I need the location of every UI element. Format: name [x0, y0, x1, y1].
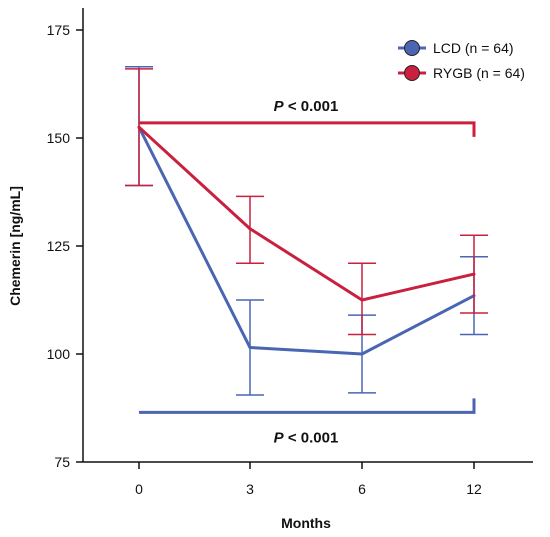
y-tick-label: 100	[47, 346, 71, 362]
x-ticks: 0 3 6 12	[135, 462, 482, 497]
series	[125, 65, 488, 396]
data-point	[360, 298, 364, 302]
x-tick-label: 0	[135, 481, 143, 497]
x-tick-label: 12	[466, 481, 482, 497]
annotations: P < 0.001 P < 0.001	[139, 98, 476, 446]
series-line	[137, 126, 475, 302]
y-ticks: 75 100 125 150 175	[47, 22, 83, 470]
significance-bracket	[139, 398, 476, 414]
p-value-label: P < 0.001	[274, 98, 339, 115]
series-lcd	[125, 65, 488, 396]
x-tick-label: 3	[246, 481, 254, 497]
axes	[82, 8, 533, 463]
data-point	[472, 272, 476, 276]
data-point	[360, 352, 364, 356]
y-tick-label: 150	[47, 130, 71, 146]
y-axis-title: Chemerin [ng/mL]	[7, 186, 23, 306]
data-point	[137, 125, 141, 129]
y-tick-label: 175	[47, 22, 71, 38]
y-tick-label: 125	[47, 238, 71, 254]
data-point	[248, 346, 252, 350]
legend-marker	[404, 65, 420, 81]
series-line	[137, 126, 475, 356]
legend: LCD (n = 64) RYGB (n = 64)	[398, 40, 525, 81]
p-value-label: P < 0.001	[274, 429, 339, 446]
data-point	[248, 227, 252, 231]
legend-label: LCD (n = 64)	[433, 40, 514, 56]
significance-bracket	[139, 121, 476, 137]
series-rygb	[125, 68, 488, 336]
legend-marker	[404, 40, 420, 56]
legend-label: RYGB (n = 64)	[433, 65, 525, 81]
x-axis-title: Months	[281, 515, 331, 531]
x-tick-label: 6	[358, 481, 366, 497]
y-tick-label: 75	[54, 454, 70, 470]
